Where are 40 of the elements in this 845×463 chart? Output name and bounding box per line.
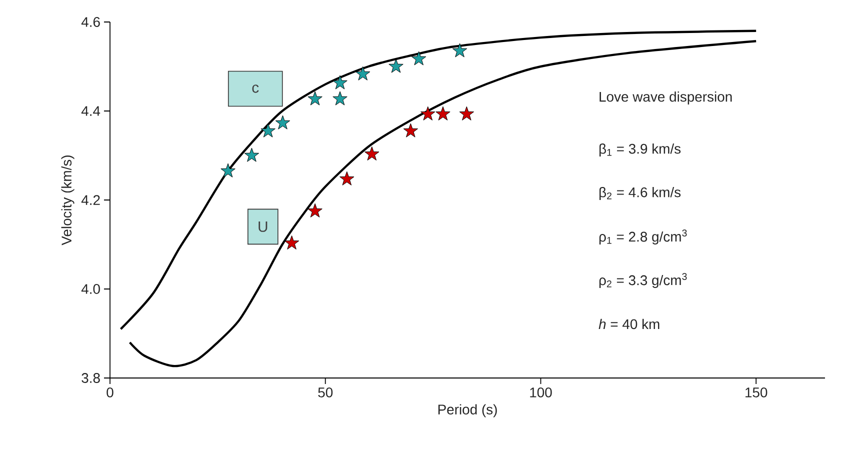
y-tick-label: 4.6	[81, 17, 100, 27]
series-label: U	[258, 221, 268, 232]
y-tick-label: 4.0	[81, 284, 100, 294]
x-tick-label: 50	[318, 387, 333, 398]
x-tick-label: 150	[746, 387, 768, 398]
point	[332, 91, 348, 106]
annotation: β$_{2}$ = 4.6 km/s	[599, 186, 681, 200]
point	[436, 106, 450, 120]
x-tick-label: 0	[106, 387, 114, 398]
point	[340, 171, 354, 186]
y-tick-label: 3.8	[82, 373, 100, 383]
point	[452, 43, 468, 58]
y-tick-label: 4.2	[81, 195, 100, 205]
point	[459, 106, 474, 120]
line-series	[120, 30, 758, 330]
point	[244, 148, 260, 162]
point	[308, 203, 322, 218]
x-tick-label: 100	[530, 387, 552, 398]
annotation: ρ$_{1}$ = 2.8 g/cm$^{3}$	[599, 230, 687, 244]
point	[388, 58, 404, 73]
annotation: ρ$_{2}$ = 3.3 g/cm$^{3}$	[599, 273, 687, 288]
line-series	[128, 40, 758, 368]
point	[411, 51, 426, 66]
y-tick-label: 4.4	[81, 106, 100, 116]
annotation: Love wave dispersion	[600, 91, 732, 104]
point	[332, 75, 348, 90]
point	[275, 115, 290, 130]
y-axis-title: Velocity (km/s)	[61, 156, 74, 246]
point	[284, 235, 300, 250]
series-label: c	[252, 84, 259, 93]
annotation: β$_{1}$ = 3.9 km/s	[599, 143, 681, 156]
annotation: h = 40 km	[598, 318, 660, 330]
point	[308, 91, 322, 106]
point	[220, 163, 236, 178]
point	[355, 66, 370, 80]
x-axis-title: Period (s)	[438, 404, 497, 418]
point	[260, 123, 276, 138]
point	[420, 106, 436, 120]
point	[364, 146, 380, 160]
point	[403, 123, 418, 138]
